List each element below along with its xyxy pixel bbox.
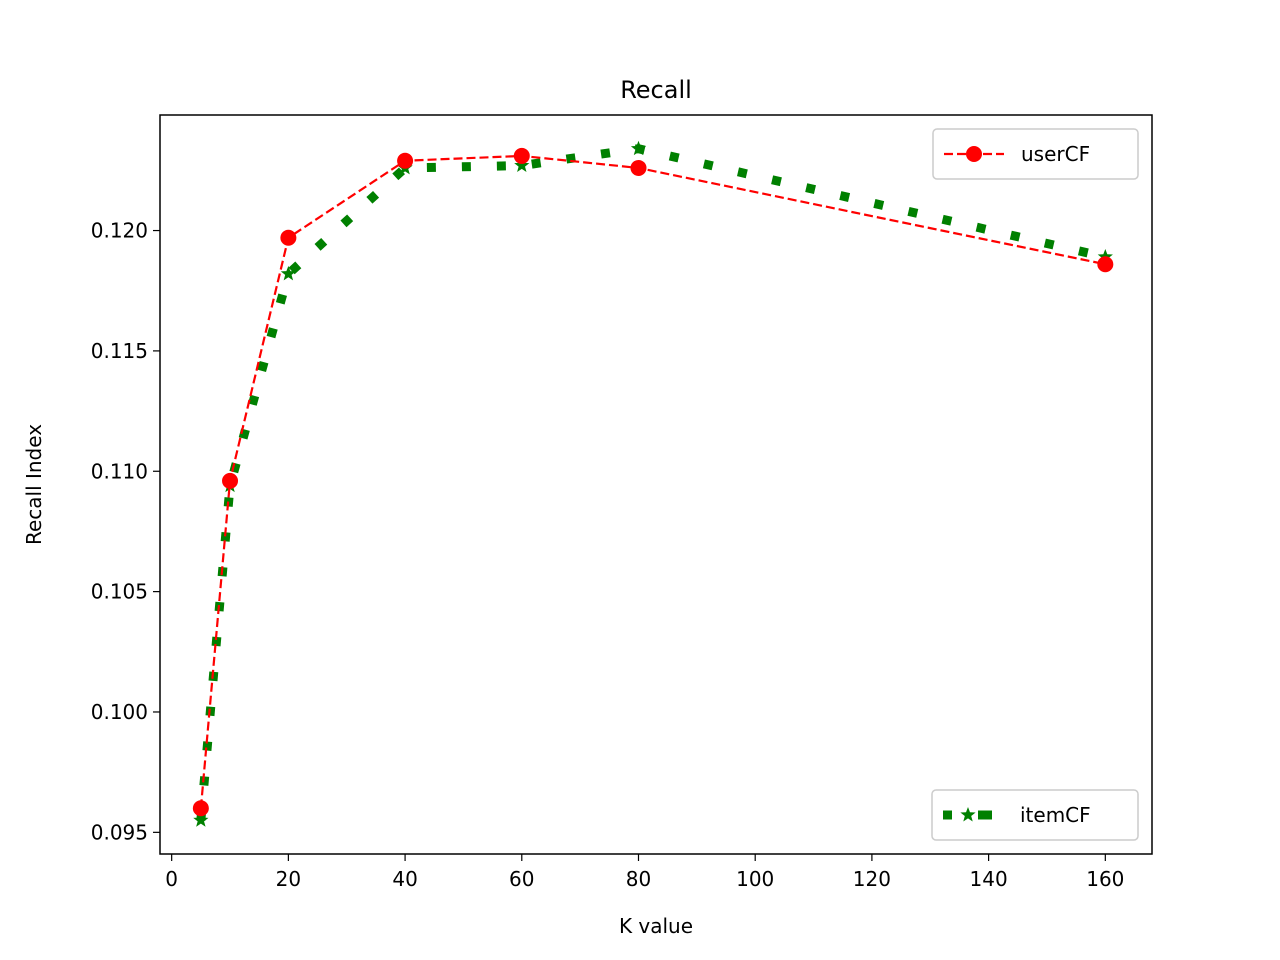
series-layer	[192, 140, 1114, 827]
x-axis: 0 20 40 60 80 100 120 140 160	[165, 854, 1124, 891]
x-axis-title: K value	[619, 914, 693, 938]
itemcf-point	[630, 140, 647, 156]
usercf-point	[630, 159, 647, 176]
y-tick-label: 0.100	[91, 700, 148, 724]
y-tick-label: 0.105	[91, 580, 148, 604]
y-axis-title: Recall Index	[22, 424, 46, 545]
legend-itemcf-box	[931, 789, 1139, 841]
x-tick-label: 140	[970, 867, 1008, 891]
usercf-point	[397, 152, 414, 169]
x-tick-label: 80	[626, 867, 651, 891]
itemcf-line	[196, 144, 1107, 821]
legend-itemcf: itemCF	[931, 789, 1139, 841]
legend-usercf-label: userCF	[1021, 142, 1090, 166]
y-tick-label: 0.095	[91, 820, 148, 844]
legend-itemcf-marker	[960, 807, 976, 822]
itemcf-point	[193, 812, 209, 827]
usercf-point	[513, 147, 530, 164]
x-tick-label: 40	[392, 867, 417, 891]
x-tick-label: 160	[1086, 867, 1124, 891]
x-tick-label: 20	[276, 867, 301, 891]
x-tick-label: 100	[736, 867, 774, 891]
y-axis: 0.095 0.100 0.105 0.110 0.115 0.120	[91, 219, 160, 844]
series-usercf	[192, 147, 1114, 817]
legend-usercf-marker	[966, 146, 982, 162]
x-tick-label: 120	[853, 867, 891, 891]
series-itemcf	[193, 140, 1113, 827]
chart-title: Recall	[620, 76, 692, 104]
usercf-point	[222, 472, 239, 489]
usercf-point	[192, 800, 209, 817]
plot-frame	[159, 114, 1153, 855]
itemcf-point	[280, 265, 296, 281]
y-tick-label: 0.120	[91, 219, 148, 243]
legend-usercf-box	[932, 128, 1139, 180]
usercf-point	[280, 229, 297, 246]
x-tick-label: 60	[509, 867, 534, 891]
legend-itemcf-label: itemCF	[1020, 803, 1091, 827]
x-tick-label: 0	[165, 867, 178, 891]
y-tick-label: 0.110	[91, 459, 148, 483]
y-tick-label: 0.115	[91, 339, 148, 363]
legend-layer: userCF itemCF	[931, 128, 1139, 841]
legend-usercf: userCF	[932, 128, 1139, 180]
usercf-point	[1097, 256, 1114, 273]
usercf-line	[199, 154, 1106, 809]
itemcf-point	[514, 157, 530, 173]
legend-itemcf-square	[983, 810, 992, 820]
